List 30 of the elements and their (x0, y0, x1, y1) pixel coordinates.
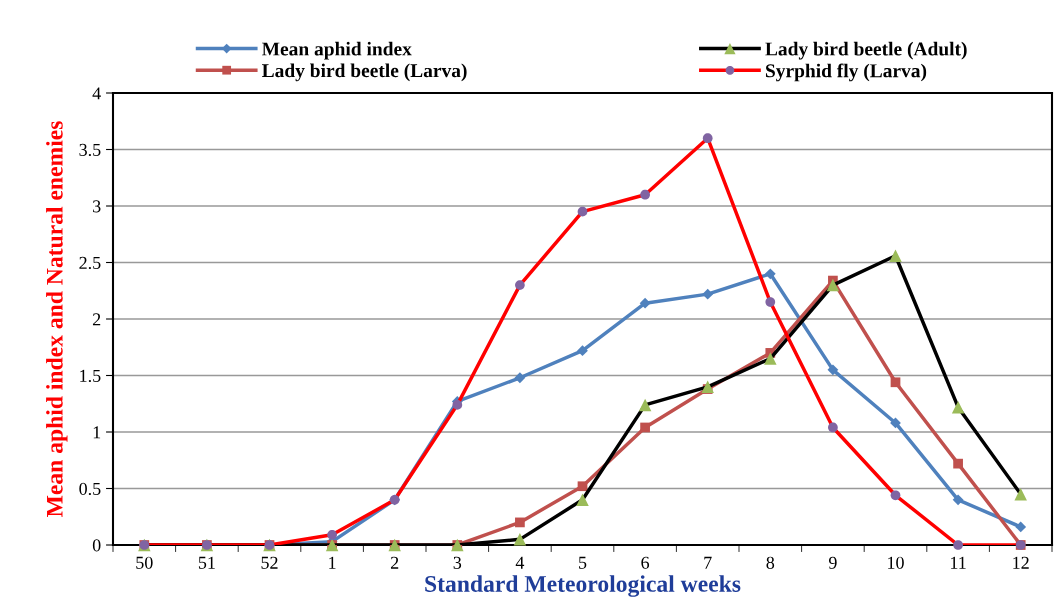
x-tick-label: 50 (136, 556, 153, 569)
legend-label: Mean aphid index (262, 41, 412, 60)
x-tick-label: 12 (1013, 556, 1029, 569)
x-tick-label: 11 (951, 556, 966, 569)
y-tick-label: 0.5 (79, 482, 101, 496)
x-tick-label: 8 (766, 556, 775, 569)
x-tick-label: 1 (329, 556, 336, 569)
x-tick-label: 6 (641, 556, 650, 569)
y-tick-label: 1 (93, 426, 101, 439)
y-tick-label: 0 (92, 539, 101, 552)
x-tick-label: 10 (888, 556, 904, 569)
y-tick-label: 2 (92, 313, 101, 326)
x-tick-label: 3 (453, 556, 462, 569)
x-tick-label: 4 (515, 556, 525, 569)
legend-label: Syrphid fly (Larva) (765, 63, 927, 82)
x-tick-label: 52 (261, 556, 278, 569)
y-axis-title: Mean aphid index and Natural enemies (46, 121, 68, 518)
y-tick-label: 3.5 (79, 143, 101, 157)
x-tick-label: 7 (704, 556, 712, 569)
y-tick-label: 2.5 (79, 256, 101, 270)
y-tick-label: 1.5 (80, 369, 101, 383)
legend-label: Lady bird beetle (Adult) (765, 41, 967, 60)
x-tick-label: 51 (198, 556, 215, 569)
x-tick-label: 9 (828, 556, 837, 569)
legend-label: Lady bird beetle (Larva) (262, 63, 467, 82)
x-axis-title: Standard Meteorological weeks (425, 575, 741, 597)
y-tick-label: 4 (92, 87, 101, 100)
x-tick-label: 2 (390, 556, 399, 569)
x-tick-label: 5 (579, 556, 587, 569)
y-tick-label: 3 (93, 200, 101, 213)
